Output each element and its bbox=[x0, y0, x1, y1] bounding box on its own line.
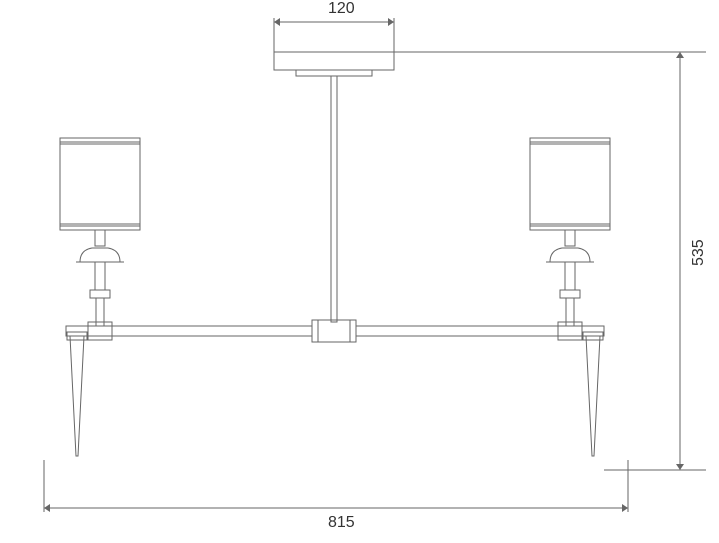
lamp-technical-drawing bbox=[0, 0, 719, 543]
dim-top-width: 120 bbox=[328, 0, 355, 18]
dim-overall-height: 535 bbox=[690, 239, 708, 266]
dim-overall-width: 815 bbox=[328, 514, 355, 532]
